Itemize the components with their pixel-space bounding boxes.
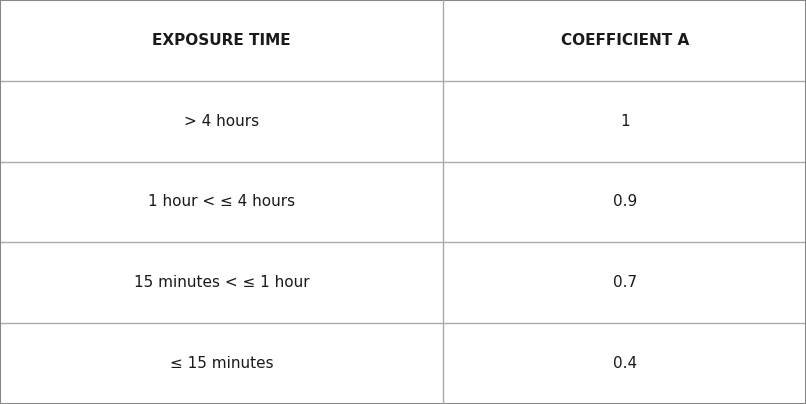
Text: 1 hour < ≤ 4 hours: 1 hour < ≤ 4 hours <box>148 194 295 210</box>
Text: 1: 1 <box>620 114 629 129</box>
Text: 15 minutes < ≤ 1 hour: 15 minutes < ≤ 1 hour <box>134 275 310 290</box>
Text: COEFFICIENT A: COEFFICIENT A <box>560 33 689 48</box>
Text: > 4 hours: > 4 hours <box>184 114 260 129</box>
Text: 0.4: 0.4 <box>613 356 637 371</box>
Text: EXPOSURE TIME: EXPOSURE TIME <box>152 33 291 48</box>
Text: 0.7: 0.7 <box>613 275 637 290</box>
Text: ≤ 15 minutes: ≤ 15 minutes <box>170 356 273 371</box>
Text: 0.9: 0.9 <box>613 194 637 210</box>
